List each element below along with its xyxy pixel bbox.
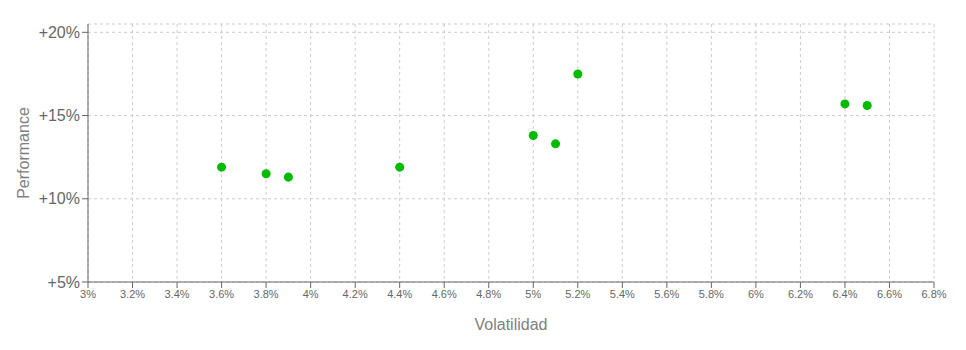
- svg-text:4.4%: 4.4%: [387, 288, 412, 300]
- svg-text:6.4%: 6.4%: [832, 288, 857, 300]
- svg-text:6%: 6%: [748, 288, 764, 300]
- svg-text:6.2%: 6.2%: [788, 288, 813, 300]
- svg-text:+10%: +10%: [39, 190, 80, 207]
- svg-text:+20%: +20%: [39, 24, 80, 41]
- svg-text:5.8%: 5.8%: [699, 288, 724, 300]
- svg-text:3.4%: 3.4%: [165, 288, 190, 300]
- svg-text:4%: 4%: [303, 288, 319, 300]
- svg-text:+15%: +15%: [39, 107, 80, 124]
- svg-text:5%: 5%: [525, 288, 541, 300]
- svg-text:Performance: Performance: [15, 107, 32, 199]
- svg-text:4.2%: 4.2%: [343, 288, 368, 300]
- svg-text:Volatilidad: Volatilidad: [475, 316, 548, 333]
- svg-text:5.6%: 5.6%: [654, 288, 679, 300]
- svg-text:4.8%: 4.8%: [476, 288, 501, 300]
- svg-text:5.4%: 5.4%: [610, 288, 635, 300]
- svg-text:+5%: +5%: [48, 274, 80, 291]
- svg-text:5.2%: 5.2%: [565, 288, 590, 300]
- svg-text:6.8%: 6.8%: [921, 288, 946, 300]
- svg-text:3.6%: 3.6%: [209, 288, 234, 300]
- svg-text:3.8%: 3.8%: [254, 288, 279, 300]
- svg-text:6.6%: 6.6%: [877, 288, 902, 300]
- svg-text:3%: 3%: [80, 288, 96, 300]
- svg-text:4.6%: 4.6%: [432, 288, 457, 300]
- svg-text:3.2%: 3.2%: [120, 288, 145, 300]
